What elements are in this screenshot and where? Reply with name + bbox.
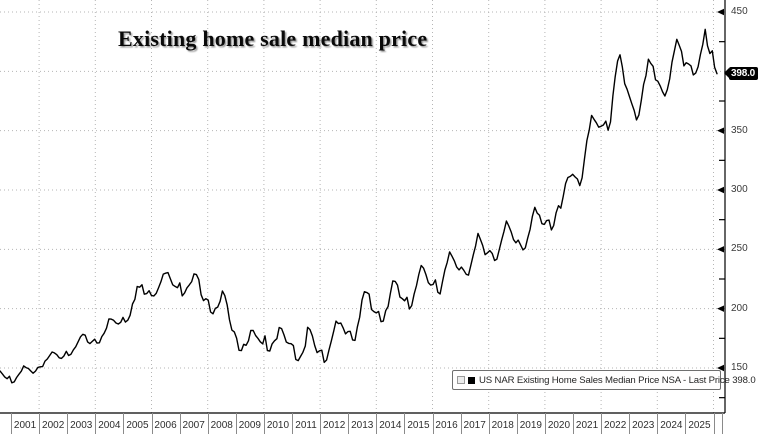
y-axis-label: 250: [731, 243, 748, 255]
y-major-tick: [717, 8, 724, 16]
x-axis-year-label: 2023: [632, 419, 655, 431]
y-axis-label: 450: [731, 6, 748, 17]
x-axis-separator: [376, 413, 378, 434]
x-axis-year-label: 2018: [491, 419, 514, 431]
y-major-tick: [717, 305, 724, 312]
x-axis-separator: [460, 413, 462, 434]
x-axis-separator: [432, 413, 434, 434]
x-axis-year-label: 2013: [351, 419, 374, 431]
x-axis-year-label: 2008: [210, 419, 233, 431]
legend-label: US NAR Existing Home Sales Median Price …: [479, 374, 756, 386]
x-axis-year-label: 2001: [13, 419, 37, 431]
x-axis-separator: [179, 413, 181, 434]
x-axis-year-label: 2002: [42, 419, 65, 431]
x-axis-year-label: 2019: [519, 419, 542, 431]
x-axis-separator: [601, 413, 603, 434]
x-axis-year-label: 2007: [182, 419, 205, 431]
x-axis-separator: [722, 413, 723, 434]
x-axis-separator: [67, 413, 69, 434]
x-axis-year-label: 2006: [154, 419, 177, 431]
y-axis-label: 150: [731, 362, 748, 373]
x-axis-year-label: 2009: [238, 419, 261, 431]
last-price-tag: 398.0: [723, 66, 758, 80]
x-axis-separator: [544, 413, 546, 434]
x-axis-separator: [123, 413, 125, 434]
x-axis-year-label: 2021: [575, 419, 599, 431]
x-axis-year-label: 2003: [70, 419, 93, 431]
x-axis-separator: [292, 413, 293, 434]
x-axis-separator: [657, 413, 659, 434]
x-axis-separator: [235, 413, 237, 434]
x-axis-separator: [39, 413, 41, 434]
legend[interactable]: US NAR Existing Home Sales Median Price …: [452, 370, 756, 390]
x-axis-separator: [488, 413, 490, 434]
y-axis-label: 200: [731, 302, 748, 314]
x-axis-year-label: 2024: [660, 419, 683, 431]
x-axis-year-label: 2011: [295, 419, 317, 431]
x-axis-year-label: 2016: [435, 419, 458, 431]
x-axis-year-label: 2022: [604, 419, 627, 431]
legend-collapse-icon[interactable]: [457, 376, 465, 384]
x-axis-separator: [573, 413, 574, 434]
y-axis-label: 300: [731, 184, 748, 195]
y-major-tick: [717, 186, 724, 194]
x-axis-separator: [207, 413, 209, 434]
y-axis-label: 350: [731, 124, 748, 136]
y-major-tick: [717, 364, 724, 372]
x-axis-separator: [151, 413, 153, 434]
x-axis-separator: [713, 413, 715, 434]
x-axis-separator: [348, 413, 350, 434]
x-axis-year-label: 2017: [463, 419, 486, 431]
x-axis-separator: [263, 413, 265, 434]
x-axis-separator: [11, 413, 12, 434]
y-major-tick: [717, 246, 724, 253]
x-axis-year-label: 2025: [688, 419, 711, 431]
chart-title: Existing home sale median price: [118, 26, 428, 51]
x-axis-year-label: 2005: [126, 419, 149, 431]
x-axis-separator: [404, 413, 406, 434]
x-axis-year-label: 2020: [547, 419, 571, 431]
x-axis-year-label: 2012: [323, 419, 346, 431]
legend-series-swatch-icon: [468, 376, 475, 384]
x-axis-separator: [95, 413, 97, 434]
x-axis-year-label: 2010: [266, 419, 290, 431]
y-major-tick: [717, 127, 724, 134]
x-axis-year-label: 2014: [379, 419, 402, 431]
x-axis-separator: [516, 413, 518, 434]
x-axis-year-label: 2015: [407, 419, 430, 431]
x-axis-separator: [629, 413, 631, 434]
x-axis-separator: [320, 413, 322, 434]
x-axis-separator: [685, 413, 687, 434]
last-price-value: 398.0: [731, 67, 756, 79]
x-axis-year-label: 2004: [98, 419, 121, 431]
price-line: [0, 28, 718, 384]
